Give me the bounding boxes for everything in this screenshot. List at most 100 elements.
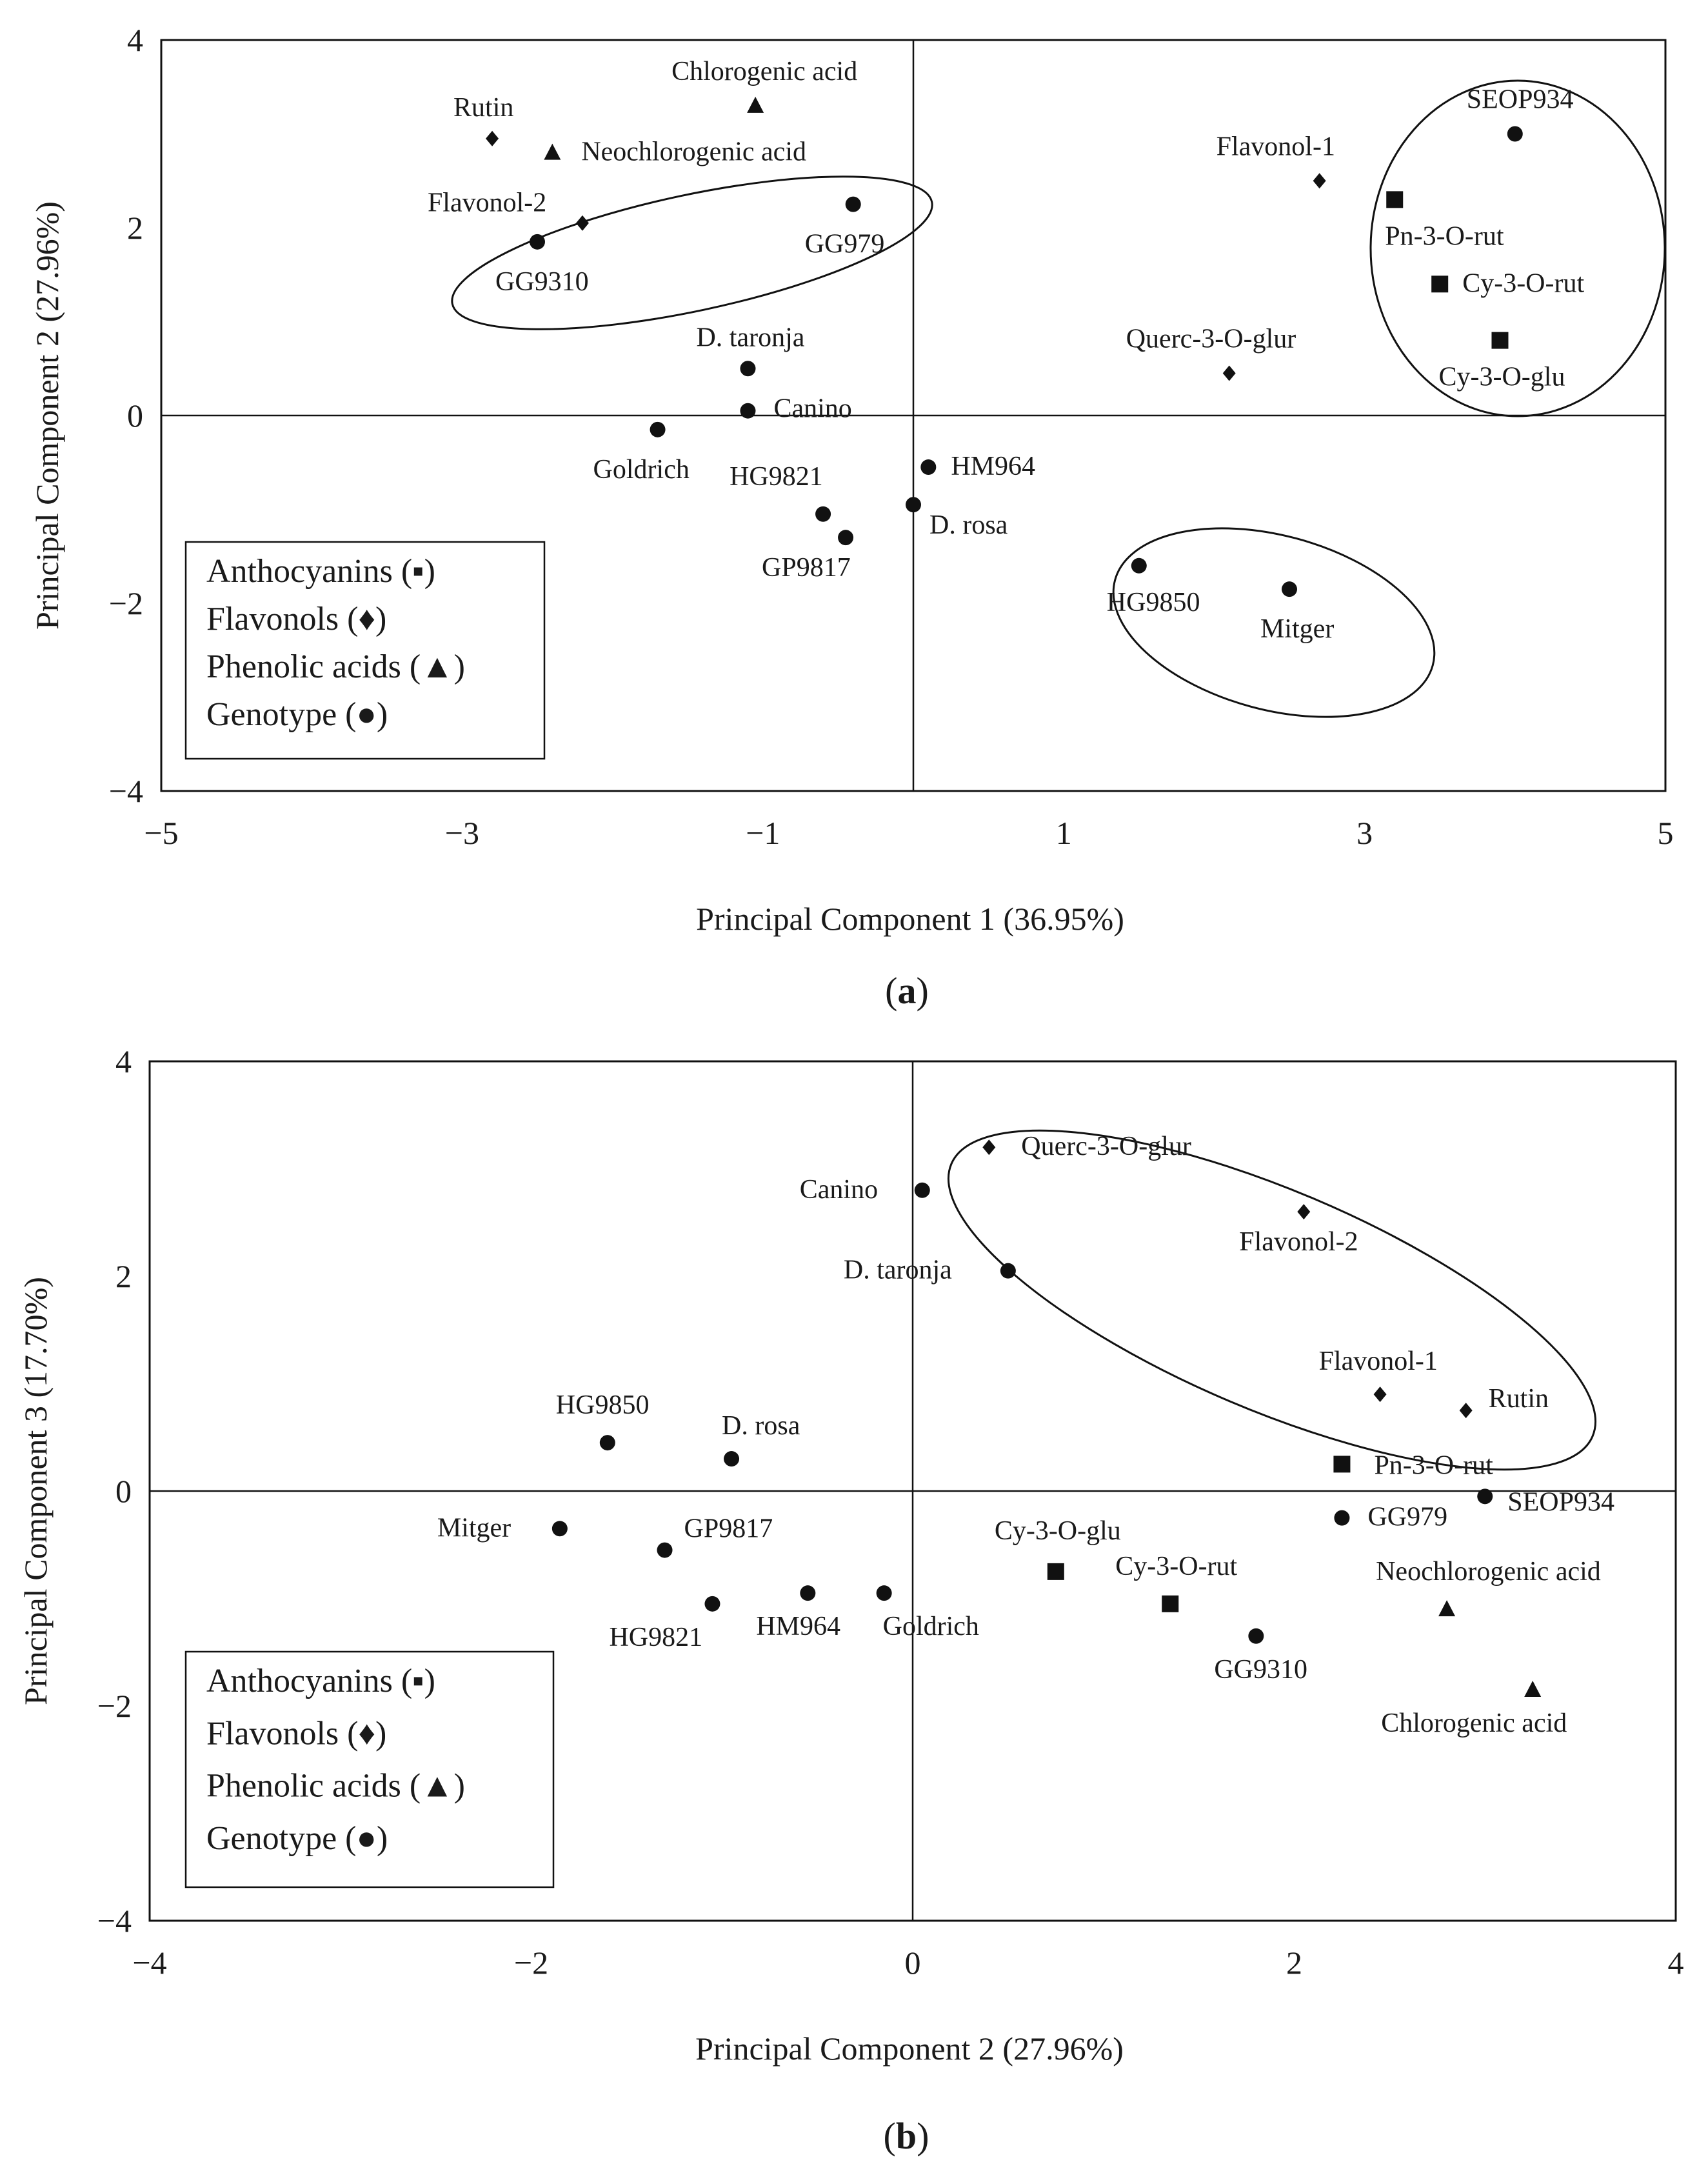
panel-caption: (b) bbox=[884, 2115, 929, 2157]
point-label: Querc-3-O-glur bbox=[1021, 1132, 1191, 1161]
point-marker-genotype bbox=[1248, 1628, 1264, 1644]
point-marker-genotype bbox=[599, 1435, 615, 1451]
point-label: Flavonol-2 bbox=[428, 188, 546, 218]
x-tick-label: 0 bbox=[905, 1945, 921, 1981]
point-marker-genotype bbox=[838, 530, 854, 546]
x-tick-label: 5 bbox=[1658, 815, 1674, 851]
point-label: Rutin bbox=[453, 93, 513, 123]
point-marker-anthocyanin bbox=[1491, 332, 1509, 349]
point-label: Chlorogenic acid bbox=[671, 57, 857, 86]
legend-entry: Anthocyanins (▪) bbox=[206, 553, 435, 590]
point-label: Querc-3-O-glur bbox=[1126, 325, 1296, 354]
x-tick-label: −1 bbox=[746, 815, 780, 851]
point-marker-genotype bbox=[800, 1585, 816, 1601]
point-label: Neochlorogenic acid bbox=[1376, 1557, 1601, 1587]
point-label: Goldrich bbox=[883, 1612, 979, 1641]
point-marker-flavonol bbox=[575, 215, 589, 231]
point-label: Rutin bbox=[1489, 1384, 1549, 1414]
x-axis-title: Principal Component 2 (27.96%) bbox=[695, 2030, 1124, 2067]
point-marker-genotype bbox=[1131, 557, 1147, 574]
point-label: HG9850 bbox=[1107, 588, 1200, 617]
x-tick-label: 2 bbox=[1286, 1945, 1302, 1981]
point-marker-phenolic bbox=[1438, 1600, 1456, 1617]
point-label: SEOP934 bbox=[1507, 1487, 1614, 1517]
y-tick-label: 0 bbox=[127, 397, 143, 434]
x-tick-label: 3 bbox=[1356, 815, 1373, 851]
y-tick-label: −4 bbox=[97, 1903, 132, 1939]
point-marker-genotype bbox=[1507, 126, 1523, 142]
point-marker-flavonol bbox=[1313, 173, 1326, 189]
chart-panel-a: −5 −3 −1 1 3 5 −4 −2 0 2 4 Principal Component 1 (3… bbox=[29, 22, 1674, 1012]
point-marker-genotype bbox=[740, 403, 756, 419]
point-label: GP9817 bbox=[684, 1514, 773, 1544]
point-label: Mitger bbox=[437, 1513, 511, 1543]
point-label: GG979 bbox=[1367, 1503, 1447, 1532]
point-marker-flavonol bbox=[1373, 1387, 1387, 1403]
point-marker-flavonol bbox=[1297, 1204, 1311, 1220]
point-label: Canino bbox=[800, 1175, 878, 1205]
point-marker-anthocyanin bbox=[1431, 275, 1449, 293]
point-marker-genotype bbox=[914, 1182, 930, 1198]
point-label: Cy-3-O-rut bbox=[1462, 268, 1584, 298]
point-label: HM964 bbox=[756, 1612, 840, 1641]
legend-box bbox=[184, 541, 546, 760]
point-label: Mitger bbox=[1260, 614, 1334, 644]
point-marker-genotype bbox=[551, 1521, 568, 1537]
point-marker-genotype bbox=[876, 1585, 892, 1601]
point-marker-genotype bbox=[704, 1596, 720, 1612]
legend-entry: Phenolic acids (▲) bbox=[206, 648, 465, 685]
y-tick-label: 2 bbox=[115, 1258, 132, 1294]
point-label: Flavonol-1 bbox=[1319, 1347, 1438, 1376]
panel-caption: (a) bbox=[885, 970, 929, 1012]
point-marker-flavonol bbox=[1222, 365, 1236, 381]
y-tick-label: 4 bbox=[127, 22, 143, 58]
y-tick-label: 0 bbox=[115, 1473, 132, 1509]
y-axis-title: Principal Component 3 (17.70%) bbox=[17, 1277, 54, 1705]
point-label: GP9817 bbox=[762, 553, 851, 583]
point-label: GG979 bbox=[805, 230, 885, 259]
point-label: HG9821 bbox=[609, 1623, 702, 1652]
point-label: Chlorogenic acid bbox=[1381, 1708, 1567, 1738]
point-marker-genotype bbox=[845, 196, 861, 212]
point-marker-genotype bbox=[906, 497, 921, 513]
y-tick-label: −4 bbox=[109, 773, 143, 809]
point-label: D. taronja bbox=[844, 1256, 952, 1285]
point-marker-genotype bbox=[815, 506, 831, 522]
legend-entry: Phenolic acids (▲) bbox=[206, 1768, 465, 1805]
point-label: D. taronja bbox=[696, 323, 804, 352]
point-marker-phenolic bbox=[1524, 1681, 1542, 1697]
point-label: D. rosa bbox=[929, 510, 1008, 540]
point-marker-phenolic bbox=[544, 143, 561, 160]
y-axis-title: Principal Component 2 (27.96%) bbox=[29, 201, 65, 630]
point-label: HG9821 bbox=[730, 462, 823, 492]
x-tick-label: −5 bbox=[144, 815, 178, 851]
point-marker-flavonol bbox=[1459, 1403, 1473, 1419]
point-label: Cy-3-O-glu bbox=[1438, 363, 1565, 392]
point-label: GG9310 bbox=[1214, 1655, 1307, 1685]
point-label: D. rosa bbox=[722, 1411, 800, 1441]
point-label: Goldrich bbox=[593, 455, 690, 485]
legend-box bbox=[184, 1650, 555, 1888]
legend: Anthocyanins (▪) Flavonols (♦) Phenolic ac… bbox=[184, 1650, 555, 1888]
x-tick-label: −4 bbox=[132, 1945, 166, 1981]
point-label: Canino bbox=[773, 394, 851, 424]
point-marker-anthocyanin bbox=[1047, 1563, 1064, 1580]
point-label: Pn-3-O-rut bbox=[1374, 1450, 1493, 1480]
point-marker-genotype bbox=[650, 421, 666, 437]
point-marker-genotype bbox=[1334, 1510, 1350, 1526]
point-label: Neochlorogenic acid bbox=[581, 137, 806, 167]
point-label: SEOP934 bbox=[1467, 85, 1574, 115]
point-marker-phenolic bbox=[747, 96, 764, 113]
legend: Anthocyanins (▪) Flavonols (♦) Phenolic ac… bbox=[184, 541, 546, 760]
cluster-ellipse bbox=[948, 1129, 1596, 1471]
cluster-ellipse bbox=[1112, 527, 1436, 718]
legend-entry: Genotype (●) bbox=[206, 696, 388, 733]
legend-entry: Flavonols (♦) bbox=[206, 601, 386, 637]
y-tick-label: −2 bbox=[97, 1688, 132, 1724]
point-marker-flavonol bbox=[486, 130, 499, 146]
point-label: Cy-3-O-rut bbox=[1115, 1552, 1237, 1581]
legend-entry: Genotype (●) bbox=[206, 1820, 388, 1857]
point-marker-genotype bbox=[657, 1542, 673, 1558]
x-tick-label: −2 bbox=[514, 1945, 548, 1981]
